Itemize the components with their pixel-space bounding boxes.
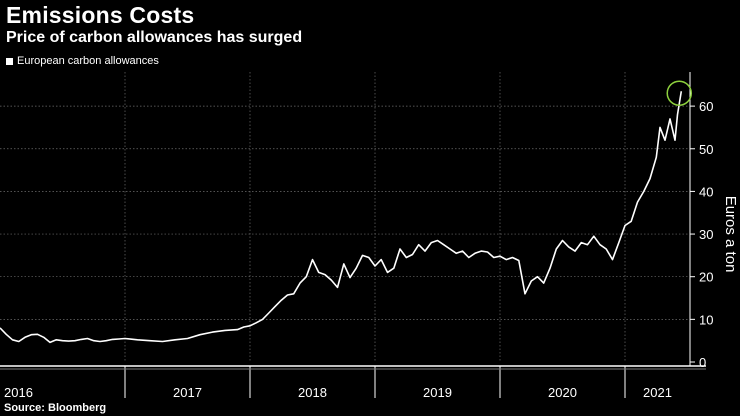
chart-title: Emissions Costs [6, 2, 195, 28]
grid-lines [0, 72, 690, 362]
x-tick-label: 2021 [643, 385, 672, 400]
x-tick-label: 2017 [173, 385, 202, 400]
y-tick-label: 30 [699, 227, 713, 242]
axes [0, 72, 706, 398]
y-tick-label: 50 [699, 142, 713, 157]
legend: European carbon allowances [6, 55, 159, 67]
y-axis-title: Euros a ton [722, 196, 739, 273]
y-tick-label: 40 [699, 184, 713, 199]
x-tick-label: 2018 [298, 385, 327, 400]
plot-area [0, 80, 692, 344]
x-tick-label: 2019 [423, 385, 452, 400]
y-tick-label: 20 [699, 270, 713, 285]
x-tick-label: 2020 [548, 385, 577, 400]
series-line-european-carbon-allowances [0, 91, 683, 344]
y-tick-label: 10 [699, 312, 713, 327]
chart-subtitle: Price of carbon allowances has surged [6, 29, 303, 46]
source-note: Source: Bloomberg [4, 402, 107, 414]
legend-swatch [6, 57, 13, 65]
y-tick-label: 60 [699, 99, 713, 114]
y-tick-label: 0 [699, 355, 706, 370]
x-tick-labels: 2016 2017 2018 2019 2020 2021 [4, 385, 672, 400]
x-tick-label: 2016 [4, 385, 33, 400]
latest-value-highlight-circle [666, 80, 692, 106]
y-tick-labels: 0 10 20 30 40 50 60 [699, 99, 713, 370]
legend-label: European carbon allowances [17, 55, 159, 67]
